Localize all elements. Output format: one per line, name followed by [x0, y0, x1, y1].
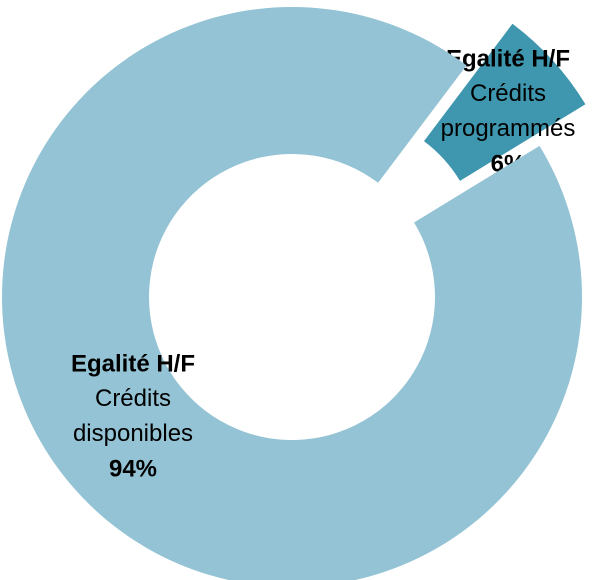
slice-value-label: 94%: [109, 455, 157, 482]
slice-name-line: programmés: [441, 115, 576, 142]
slice-name-label: Crédits programmés: [441, 80, 576, 142]
slice-name-line: Crédits: [95, 385, 171, 412]
slice-name-label: Crédits disponibles: [73, 385, 193, 447]
slice-name-line: Crédits: [470, 80, 546, 107]
slice-name-line: disponibles: [73, 420, 193, 447]
donut-slice: [2, 7, 582, 580]
slice-group-label: Egalité H/F: [71, 350, 195, 377]
donut-slice: [423, 23, 586, 181]
slice-group-label: Egalité H/F: [446, 45, 570, 72]
